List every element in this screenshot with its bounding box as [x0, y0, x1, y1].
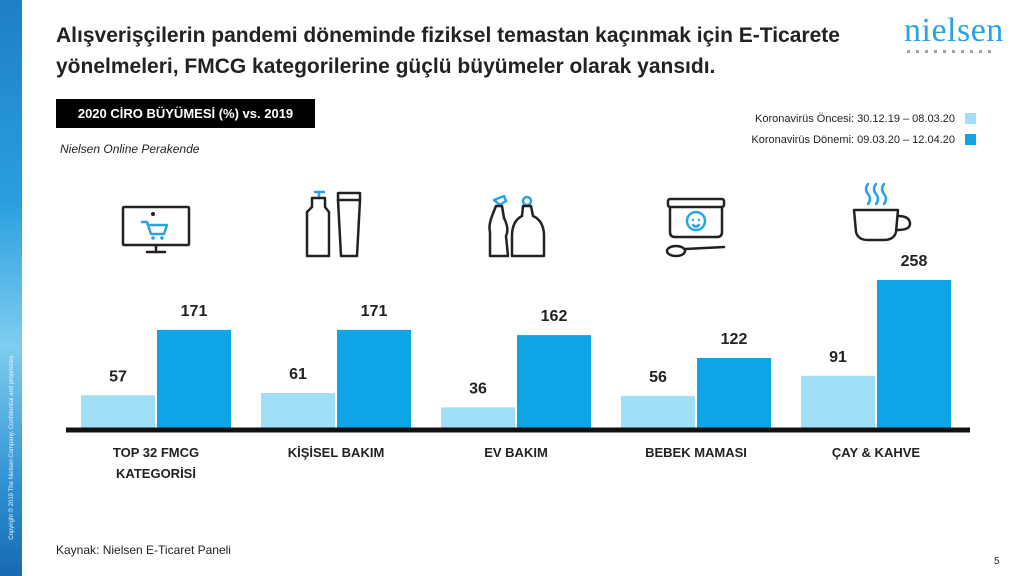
value-label-top32-fmcg-during: 171	[181, 303, 208, 320]
coffee-cup-icon	[852, 182, 912, 242]
legend-item-before: Koronavirüs Öncesi: 30.12.19 – 08.03.20	[751, 108, 976, 129]
value-label-ev-bakim-before: 36	[469, 380, 487, 397]
bar-ev-bakim-before	[441, 407, 515, 428]
source-note: Kaynak: Nielsen E-Ticaret Paneli	[56, 543, 231, 557]
legend-swatch-during	[965, 134, 976, 145]
legend-swatch-before	[965, 113, 976, 124]
logo-dots	[904, 50, 1004, 53]
bar-cay-kahve-before	[801, 375, 875, 428]
shopping-cart-monitor-icon	[121, 205, 191, 254]
value-label-kisisel-bakim-before: 61	[289, 366, 307, 383]
baby-food-jar-icon	[665, 197, 726, 258]
page-title: Alışverişçilerin pandemi döneminde fizik…	[56, 24, 840, 78]
value-label-bebek-mamasi-before: 56	[649, 369, 667, 386]
value-label-top32-fmcg-before: 57	[109, 368, 127, 385]
page-number: 5	[994, 556, 1000, 567]
value-label-bebek-mamasi-during: 122	[721, 331, 748, 348]
side-decor-strip: Copyright © 2019 The Nielsen Company. Co…	[0, 0, 22, 576]
personal-care-bottles-icon	[305, 190, 362, 258]
legend-item-during: Koronavirüs Dönemi: 09.03.20 – 12.04.20	[751, 129, 976, 150]
category-label-bebek-mamasi: BEBEK MAMASI	[645, 445, 747, 460]
value-label-cay-kahve-during: 258	[901, 253, 928, 270]
labels-group: 57 171 TOP 32 FMCG KATEGORİSİ 61 171 KİŞİSEL B…	[109, 253, 927, 481]
bar-top32-fmcg-during	[157, 329, 231, 428]
category-label-cay-kahve: ÇAY & KAHVE	[832, 445, 920, 460]
bar-kisisel-bakim-before	[261, 393, 335, 428]
chart-subtitle: Nielsen Online Perakende	[60, 142, 200, 156]
value-label-cay-kahve-before: 91	[829, 349, 847, 366]
legend-label-before: Koronavirüs Öncesi: 30.12.19 – 08.03.20	[755, 112, 955, 125]
cleaning-bottles-icon	[488, 194, 546, 258]
legend-label-during: Koronavirüs Dönemi: 09.03.20 – 12.04.20	[751, 133, 955, 146]
bars-group	[81, 280, 951, 428]
bar-bebek-mamasi-before	[621, 395, 695, 428]
category-label-top32-fmcg: TOP 32 FMCG KATEGORİSİ	[113, 445, 199, 481]
bar-ev-bakim-during	[517, 335, 591, 428]
chart-badge: 2020 CİRO BÜYÜMESİ (%) vs. 2019	[56, 99, 315, 128]
nielsen-logo: nielsen	[904, 14, 1004, 53]
value-label-ev-bakim-during: 162	[541, 308, 568, 325]
value-label-kisisel-bakim-during: 171	[361, 303, 388, 320]
category-label-kisisel-bakim: KİŞİSEL BAKIM	[288, 445, 385, 460]
bar-kisisel-bakim-during	[337, 329, 411, 428]
bar-top32-fmcg-before	[81, 395, 155, 428]
bar-cay-kahve-during	[877, 280, 951, 428]
logo-wordmark: nielsen	[904, 12, 1004, 49]
chart-legend: Koronavirüs Öncesi: 30.12.19 – 08.03.20 …	[751, 108, 976, 150]
bar-bebek-mamasi-during	[697, 358, 771, 428]
category-label-ev-bakim: EV BAKIM	[484, 445, 548, 460]
